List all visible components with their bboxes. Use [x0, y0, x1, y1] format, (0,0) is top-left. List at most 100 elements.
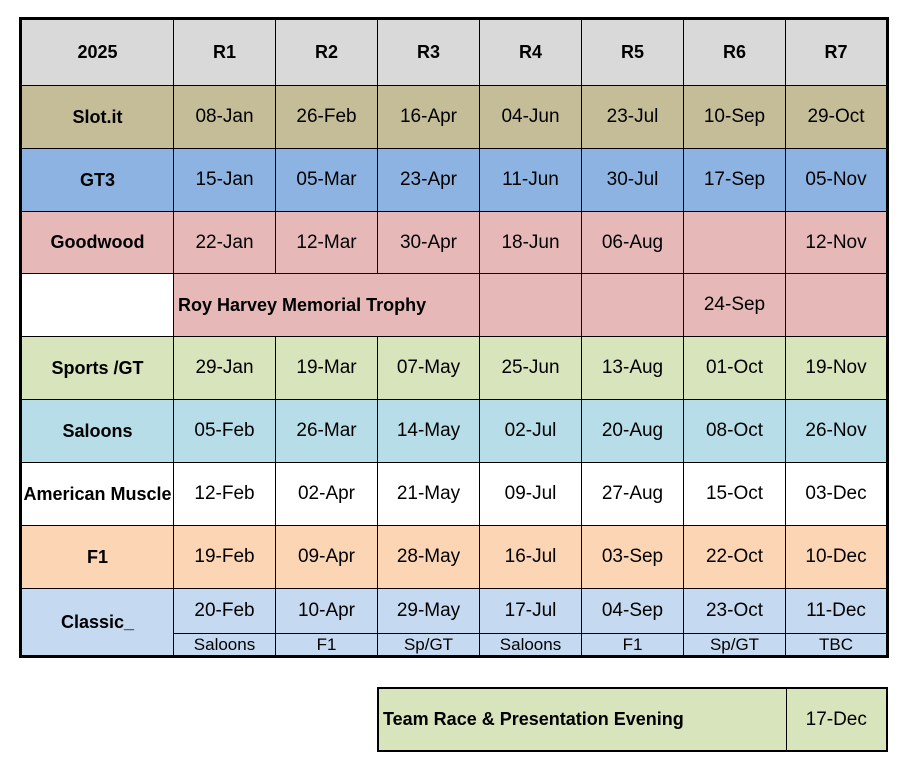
- race-date: 03-Dec: [785, 462, 888, 526]
- race-date: 23-Apr: [377, 148, 480, 212]
- race-date: 30-Apr: [377, 211, 480, 274]
- race-date: 26-Feb: [275, 85, 378, 149]
- team-event-row: Team Race & Presentation Evening 17-Dec: [377, 687, 888, 752]
- trophy-empty-cell: [581, 273, 684, 337]
- race-date: 11-Jun: [479, 148, 582, 212]
- race-date: 15-Jan: [173, 148, 276, 212]
- race-date: 22-Oct: [683, 525, 786, 589]
- series-label: Slot.it: [20, 85, 174, 149]
- trophy-empty-cell: [785, 273, 888, 337]
- series-row-f1: F1 19-Feb 09-Apr 28-May 16-Jul 03-Sep 22…: [20, 525, 888, 589]
- race-date: 01-Oct: [683, 336, 786, 400]
- race-date: 18-Jun: [479, 211, 582, 274]
- race-date: 15-Oct: [683, 462, 786, 526]
- race-date: 07-May: [377, 336, 480, 400]
- series-row-gt3: GT3 15-Jan 05-Mar 23-Apr 11-Jun 30-Jul 1…: [20, 148, 888, 212]
- trophy-blank-cell: [20, 273, 174, 337]
- series-label: GT3: [20, 148, 174, 212]
- classic-notes-row: Saloons F1 Sp/GT Saloons F1 Sp/GT TBC: [20, 633, 888, 657]
- classic-note: Saloons: [479, 633, 582, 657]
- series-row-saloons: Saloons 05-Feb 26-Mar 14-May 02-Jul 20-A…: [20, 399, 888, 463]
- race-date: 11-Dec: [785, 588, 888, 634]
- race-date: 29-May: [377, 588, 480, 634]
- classic-note: Sp/GT: [377, 633, 480, 657]
- classic-note: Sp/GT: [683, 633, 786, 657]
- race-date: 03-Sep: [581, 525, 684, 589]
- race-date: 05-Nov: [785, 148, 888, 212]
- series-label: F1: [20, 525, 174, 589]
- header-year: 2025: [20, 18, 174, 86]
- race-date: 27-Aug: [581, 462, 684, 526]
- series-label: Goodwood: [20, 211, 174, 274]
- race-date: 02-Jul: [479, 399, 582, 463]
- header-round-2: R2: [275, 18, 378, 86]
- race-date: 10-Sep: [683, 85, 786, 149]
- series-label: Saloons: [20, 399, 174, 463]
- header-row: 2025 R1 R2 R3 R4 R5 R6 R7: [20, 18, 888, 86]
- series-row-goodwood: Goodwood 22-Jan 12-Mar 30-Apr 18-Jun 06-…: [20, 211, 888, 274]
- race-date: 16-Apr: [377, 85, 480, 149]
- race-date: 20-Feb: [173, 588, 276, 634]
- race-date: 10-Apr: [275, 588, 378, 634]
- classic-note: F1: [275, 633, 378, 657]
- race-date: 10-Dec: [785, 525, 888, 589]
- series-label: Classic_: [20, 588, 174, 657]
- series-row-slot-it: Slot.it 08-Jan 26-Feb 16-Apr 04-Jun 23-J…: [20, 85, 888, 149]
- header-round-6: R6: [683, 18, 786, 86]
- race-date: 26-Mar: [275, 399, 378, 463]
- race-date-empty: [683, 211, 786, 274]
- series-label: American Muscle: [20, 462, 174, 526]
- trophy-date: 24-Sep: [683, 273, 786, 337]
- race-date: 04-Jun: [479, 85, 582, 149]
- header-round-3: R3: [377, 18, 480, 86]
- race-date: 25-Jun: [479, 336, 582, 400]
- race-date: 17-Jul: [479, 588, 582, 634]
- race-date: 23-Jul: [581, 85, 684, 149]
- header-round-1: R1: [173, 18, 276, 86]
- trophy-row: Roy Harvey Memorial Trophy 24-Sep: [20, 273, 888, 337]
- team-event-label: Team Race & Presentation Evening: [377, 687, 787, 752]
- series-row-american-muscle: American Muscle 12-Feb 02-Apr 21-May 09-…: [20, 462, 888, 526]
- race-date: 19-Mar: [275, 336, 378, 400]
- trophy-label: Roy Harvey Memorial Trophy: [173, 273, 480, 337]
- race-date: 12-Mar: [275, 211, 378, 274]
- race-date: 19-Feb: [173, 525, 276, 589]
- classic-note: TBC: [785, 633, 888, 657]
- classic-note: F1: [581, 633, 684, 657]
- race-date: 12-Nov: [785, 211, 888, 274]
- race-date: 29-Oct: [785, 85, 888, 149]
- classic-note: Saloons: [173, 633, 276, 657]
- race-date: 30-Jul: [581, 148, 684, 212]
- race-date: 21-May: [377, 462, 480, 526]
- race-date: 04-Sep: [581, 588, 684, 634]
- race-date: 28-May: [377, 525, 480, 589]
- race-date: 20-Aug: [581, 399, 684, 463]
- race-date: 26-Nov: [785, 399, 888, 463]
- race-date: 09-Jul: [479, 462, 582, 526]
- race-date: 23-Oct: [683, 588, 786, 634]
- race-date: 05-Feb: [173, 399, 276, 463]
- team-event-date: 17-Dec: [785, 687, 888, 752]
- race-schedule-table: 2025 R1 R2 R3 R4 R5 R6 R7 Slot.it 08-Jan…: [19, 17, 889, 658]
- series-row-sports-gt: Sports /GT 29-Jan 19-Mar 07-May 25-Jun 1…: [20, 336, 888, 400]
- series-label: Sports /GT: [20, 336, 174, 400]
- race-date: 09-Apr: [275, 525, 378, 589]
- race-date: 08-Jan: [173, 85, 276, 149]
- race-date: 13-Aug: [581, 336, 684, 400]
- series-row-classic: Classic_ 20-Feb 10-Apr 29-May 17-Jul 04-…: [20, 588, 888, 657]
- race-date: 29-Jan: [173, 336, 276, 400]
- team-event-table: Team Race & Presentation Evening 17-Dec: [377, 687, 888, 752]
- race-date: 06-Aug: [581, 211, 684, 274]
- race-date: 16-Jul: [479, 525, 582, 589]
- race-date: 12-Feb: [173, 462, 276, 526]
- header-round-5: R5: [581, 18, 684, 86]
- header-round-4: R4: [479, 18, 582, 86]
- header-round-7: R7: [785, 18, 888, 86]
- race-date: 17-Sep: [683, 148, 786, 212]
- race-date: 19-Nov: [785, 336, 888, 400]
- race-date: 22-Jan: [173, 211, 276, 274]
- race-date: 02-Apr: [275, 462, 378, 526]
- race-date: 08-Oct: [683, 399, 786, 463]
- race-date: 14-May: [377, 399, 480, 463]
- trophy-empty-cell: [479, 273, 582, 337]
